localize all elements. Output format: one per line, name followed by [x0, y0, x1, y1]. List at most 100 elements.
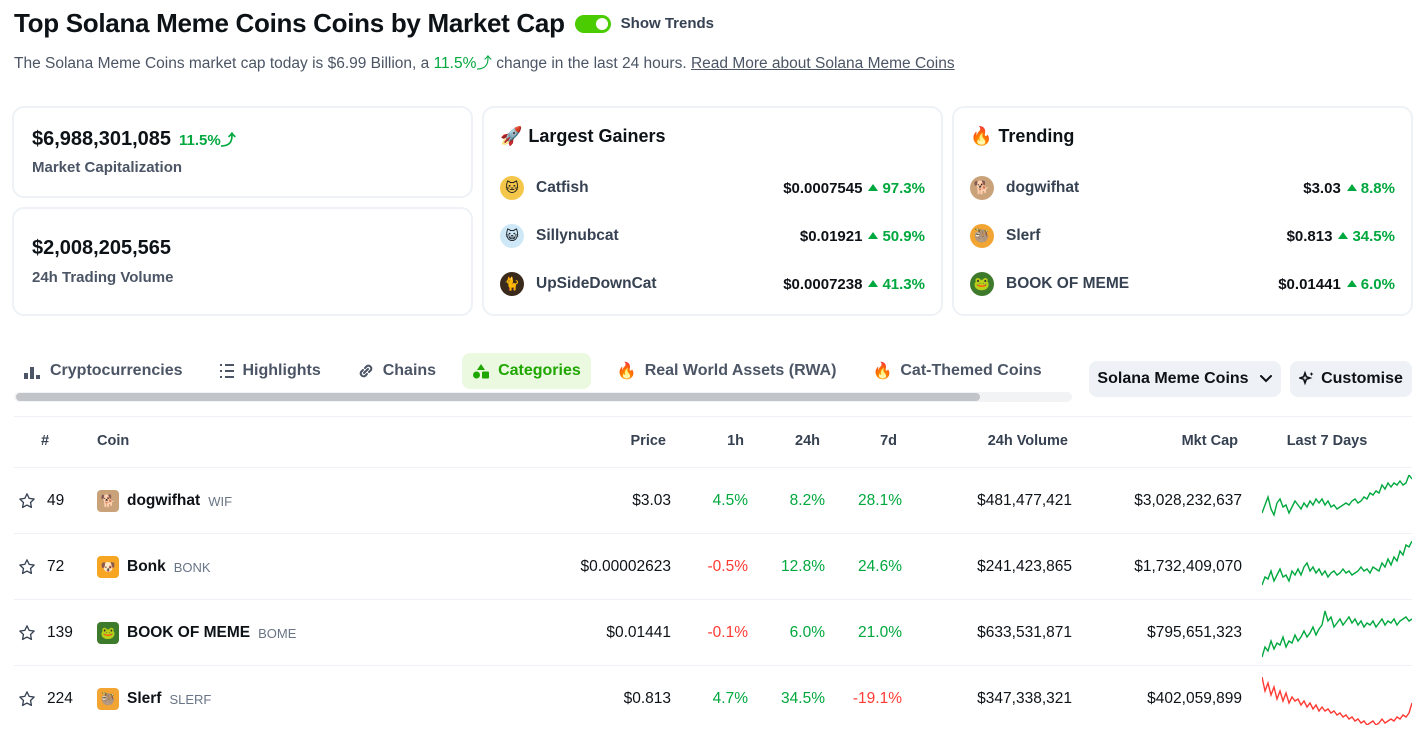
upsidedowncat-logo-icon: 🐈 — [500, 272, 524, 296]
table-divider — [14, 416, 1412, 417]
tabs-scrollbar-thumb[interactable] — [16, 393, 980, 401]
table-row[interactable]: 49 🐕 dogwifhat WIF $3.03 4.5% 8.2% 28.1%… — [14, 467, 1412, 533]
show-trends-toggle[interactable] — [574, 14, 611, 33]
summary-suffix: change in the last 24 hours. — [491, 55, 691, 72]
gainer-price: $0.0007238 — [783, 275, 863, 293]
trending-title: Trending — [998, 126, 1075, 146]
table-row[interactable]: 224 🦥 Slerf SLERF $0.813 4.7% 34.5% -19.… — [14, 665, 1412, 731]
fire-icon: 🔥 — [970, 126, 993, 146]
market-cap: $795,651,323 — [1147, 624, 1242, 641]
change-24h: 6.0% — [789, 624, 825, 641]
volume-label: 24h Trading Volume — [32, 269, 174, 286]
change-1h: -0.1% — [707, 624, 749, 641]
summary-change: 11.5%⤴ — [433, 55, 492, 72]
tab-chains[interactable]: Chains — [347, 353, 446, 389]
change-7d: -19.1% — [852, 690, 902, 707]
read-more-link[interactable]: Read More about Solana Meme Coins — [690, 55, 955, 72]
change-24h: 34.5% — [781, 690, 825, 707]
trending-title-row[interactable]: 🔥 Trending — [970, 126, 1074, 147]
col-coin[interactable]: Coin — [97, 433, 130, 449]
market-cap-change: 11.5%⤴ — [179, 132, 236, 149]
bonk-logo-icon: 🐶 — [97, 556, 119, 578]
page-header: Top Solana Meme Coins Coins by Market Ca… — [14, 8, 714, 39]
sparkline[interactable] — [1262, 600, 1412, 666]
col-last-7-days: Last 7 Days — [1286, 433, 1368, 449]
trending-price: $0.01441 — [1278, 275, 1341, 293]
slerf-logo-icon: 🦥 — [970, 224, 994, 248]
category-icon — [473, 364, 490, 379]
trending-row[interactable]: 🦥 Slerf $0.813 34.5% — [970, 222, 1395, 250]
trending-change-value: 8.8% — [1360, 179, 1395, 197]
coin-cell[interactable]: 🐕 dogwifhat WIF — [97, 468, 232, 534]
customise-button[interactable]: Customise — [1290, 361, 1412, 397]
coin-cell[interactable]: 🐶 Bonk BONK — [97, 534, 211, 600]
dogwifhat-logo-icon: 🐕 — [97, 490, 119, 512]
catfish-logo-icon: 🐱 — [500, 176, 524, 200]
star-icon[interactable] — [18, 600, 36, 666]
price: $0.813 — [623, 690, 671, 707]
caret-up-icon — [1338, 231, 1349, 239]
caret-up-icon — [868, 279, 879, 287]
tab-cat-themed-coins[interactable]: 🔥 Cat-Themed Coins — [862, 353, 1051, 389]
change-24h: 8.2% — [789, 492, 825, 509]
table-row[interactable]: 139 🐸 BOOK OF MEME BOME $0.01441 -0.1% 6… — [14, 599, 1412, 665]
tabs-scrollbar[interactable] — [14, 392, 1072, 402]
tab-label: Cat-Themed Coins — [900, 362, 1042, 379]
gainer-row[interactable]: 🐈 UpSideDownCat $0.0007238 41.3% — [500, 270, 925, 298]
volume: $241,423,865 — [977, 558, 1072, 575]
col-24h-volume[interactable]: 24h Volume — [987, 433, 1068, 449]
sparkline[interactable] — [1262, 468, 1412, 534]
star-icon[interactable] — [18, 666, 36, 732]
link-icon — [359, 364, 372, 378]
tab-cryptocurrencies[interactable]: Cryptocurrencies — [14, 353, 193, 389]
col-rank[interactable]: # — [41, 433, 50, 449]
sparkline[interactable] — [1262, 534, 1412, 600]
gainer-row[interactable]: 😺 Sillynubcat $0.01921 50.9% — [500, 222, 925, 250]
sillynubcat-logo-icon: 😺 — [500, 224, 524, 248]
price: $0.01441 — [606, 624, 671, 641]
tab-categories[interactable]: Categories — [462, 353, 591, 389]
col-price[interactable]: Price — [630, 433, 666, 449]
trending-price: $3.03 — [1303, 179, 1341, 197]
coin-cell[interactable]: 🦥 Slerf SLERF — [97, 666, 211, 732]
change-1h: 4.5% — [712, 492, 748, 509]
col-1h[interactable]: 1h — [727, 433, 744, 449]
category-tabs: Cryptocurrencies Highlights Chains Categ… — [14, 352, 1072, 390]
col-24h[interactable]: 24h — [795, 433, 820, 449]
trending-name: Slerf — [1006, 227, 1041, 244]
volume-card: $2,008,205,565 24h Trading Volume — [12, 207, 473, 316]
gainer-change-value: 50.9% — [882, 227, 925, 245]
book-of-meme-logo-icon: 🐸 — [970, 272, 994, 296]
tab-highlights[interactable]: Highlights — [209, 353, 331, 389]
gainer-price: $0.0007545 — [783, 179, 863, 197]
market-cap-value-row: $6,988,301,085 11.5%⤴ — [32, 128, 236, 151]
coin-name: Slerf — [127, 690, 162, 707]
tab-overflow[interactable]: 🔥 — [1068, 353, 1072, 389]
trending-price: $0.813 — [1286, 227, 1333, 245]
largest-gainers-title-row[interactable]: 🚀 Largest Gainers — [500, 126, 665, 147]
trending-change: 8.8% — [1346, 179, 1395, 197]
col-market-cap[interactable]: Mkt Cap — [1181, 433, 1238, 449]
tab-real-world-assets[interactable]: 🔥 Real World Assets (RWA) — [607, 353, 847, 389]
fire-icon: 🔥 — [872, 363, 893, 380]
price: $3.03 — [632, 492, 671, 509]
table-row[interactable]: 72 🐶 Bonk BONK $0.00002623 -0.5% 12.8% 2… — [14, 533, 1412, 599]
change-7d: 24.6% — [858, 558, 902, 575]
coin-cell[interactable]: 🐸 BOOK OF MEME BOME — [97, 600, 296, 666]
trending-row[interactable]: 🐕 dogwifhat $3.03 8.8% — [970, 174, 1395, 202]
coin-symbol: SLERF — [169, 691, 212, 707]
coin-symbol: WIF — [208, 493, 233, 509]
gainer-row[interactable]: 🐱 Catfish $0.0007545 97.3% — [500, 174, 925, 202]
dogwifhat-logo-icon: 🐕 — [970, 176, 994, 200]
star-icon[interactable] — [18, 468, 36, 534]
category-dropdown[interactable]: Solana Meme Coins — [1089, 361, 1281, 397]
largest-gainers-card: 🚀 Largest Gainers 🐱 Catfish $0.0007545 9… — [482, 106, 943, 316]
trending-row[interactable]: 🐸 BOOK OF MEME $0.01441 6.0% — [970, 270, 1395, 298]
col-7d[interactable]: 7d — [880, 433, 897, 449]
show-trends-label: Show Trends — [620, 15, 715, 32]
star-icon[interactable] — [18, 534, 36, 600]
market-cap-summary: The Solana Meme Coins market cap today i… — [14, 51, 955, 73]
rank: 72 — [47, 558, 65, 575]
coin-symbol: BOME — [258, 625, 297, 641]
sparkline[interactable] — [1262, 666, 1412, 732]
